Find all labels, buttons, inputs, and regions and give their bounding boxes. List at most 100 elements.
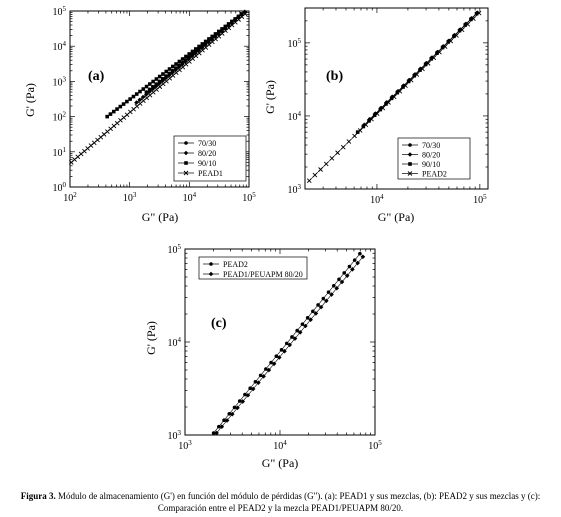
data-point	[284, 341, 289, 346]
series-PEAD1	[68, 11, 248, 165]
caption-label: Figura 3.	[20, 491, 56, 501]
panel-label: (b)	[326, 69, 343, 84]
data-point	[313, 311, 319, 316]
data-point	[331, 283, 336, 288]
data-point	[150, 86, 156, 92]
data-point	[374, 111, 380, 116]
data-point	[148, 82, 152, 86]
chart-panel-1: 102 103 104 105 100 101 102 103 104 105 G" (Pa) G' …	[23, 5, 256, 224]
legend-box	[397, 137, 471, 180]
data-point	[141, 87, 146, 91]
data-point	[318, 167, 323, 172]
data-point	[200, 42, 205, 46]
data-point	[452, 34, 456, 39]
data-point	[144, 92, 149, 97]
data-point	[210, 34, 215, 39]
data-point	[442, 44, 448, 49]
data-point	[173, 67, 179, 72]
legend-marker	[407, 152, 413, 157]
data-point	[321, 296, 326, 301]
data-point	[214, 430, 219, 436]
y-tick-label: 103	[53, 75, 67, 88]
legend-label: 80/20	[198, 149, 216, 158]
data-point	[183, 59, 188, 64]
y-tick-label: 102	[53, 111, 67, 124]
legend-label: PEAD1	[198, 169, 223, 178]
x-axis-label: G" (Pa)	[378, 210, 415, 224]
data-point	[203, 39, 208, 44]
legend-label: 70/30	[198, 139, 216, 148]
y-tick-label: 104	[288, 110, 302, 123]
data-point	[463, 23, 468, 27]
data-point	[174, 62, 178, 66]
data-point	[355, 260, 360, 266]
data-point	[121, 102, 126, 106]
data-point	[226, 22, 231, 26]
data-point	[125, 99, 129, 104]
data-point	[163, 75, 169, 81]
y-tick-label: 105	[288, 37, 302, 50]
data-point	[372, 113, 377, 118]
caption-text: Módulo de almacenamiento (G') en función…	[58, 491, 541, 513]
data-point	[193, 47, 198, 51]
data-point	[105, 114, 109, 119]
data-point	[414, 72, 420, 77]
x-tick-label: 103	[178, 439, 192, 452]
data-point	[457, 28, 462, 33]
plot-frame	[304, 7, 489, 190]
x-tick-label: 103	[123, 191, 137, 204]
data-point	[134, 100, 139, 105]
data-point	[144, 84, 149, 89]
y-tick-label: 103	[168, 429, 182, 442]
data-point	[279, 347, 284, 352]
data-point	[329, 292, 334, 297]
data-point	[459, 27, 465, 33]
data-point	[329, 156, 335, 161]
data-point	[367, 119, 371, 123]
data-point	[476, 10, 482, 16]
data-point	[361, 124, 366, 129]
data-point	[323, 161, 329, 167]
data-point	[157, 74, 162, 79]
data-point	[471, 16, 476, 22]
data-point	[420, 66, 425, 72]
data-point	[335, 150, 340, 156]
data-point	[425, 61, 431, 66]
data-point	[235, 405, 240, 411]
data-point	[137, 97, 143, 103]
data-point	[219, 28, 225, 34]
legend-marker	[408, 162, 412, 166]
data-point	[429, 57, 434, 61]
data-point	[212, 34, 218, 39]
data-point	[386, 100, 391, 105]
data-point	[213, 32, 218, 36]
data-point	[292, 336, 298, 341]
data-point	[350, 267, 355, 272]
data-point	[224, 418, 230, 423]
data-point	[232, 405, 237, 410]
data-point	[378, 107, 383, 112]
legend-marker	[183, 150, 189, 156]
data-point	[271, 361, 277, 367]
data-point	[406, 79, 411, 84]
panel-label: (a)	[88, 69, 105, 84]
data-point	[222, 418, 226, 423]
data-point	[153, 83, 159, 89]
data-point	[344, 273, 350, 278]
data-point	[474, 11, 479, 16]
y-tick-label: 105	[168, 243, 182, 256]
data-point	[308, 317, 313, 323]
legend-label: PEAD1/PEUAPM 80/20	[223, 270, 303, 279]
data-point	[326, 290, 331, 294]
legend-label: PEAD2	[422, 170, 447, 179]
x-tick-label: 105	[473, 193, 487, 206]
series-90/10	[355, 11, 479, 134]
data-point	[131, 94, 136, 99]
data-point	[227, 412, 232, 416]
data-point	[144, 90, 149, 94]
data-point	[128, 97, 132, 101]
data-point	[369, 116, 374, 122]
data-point	[209, 37, 215, 42]
series-PEAD2	[306, 10, 482, 183]
data-point	[440, 45, 445, 50]
